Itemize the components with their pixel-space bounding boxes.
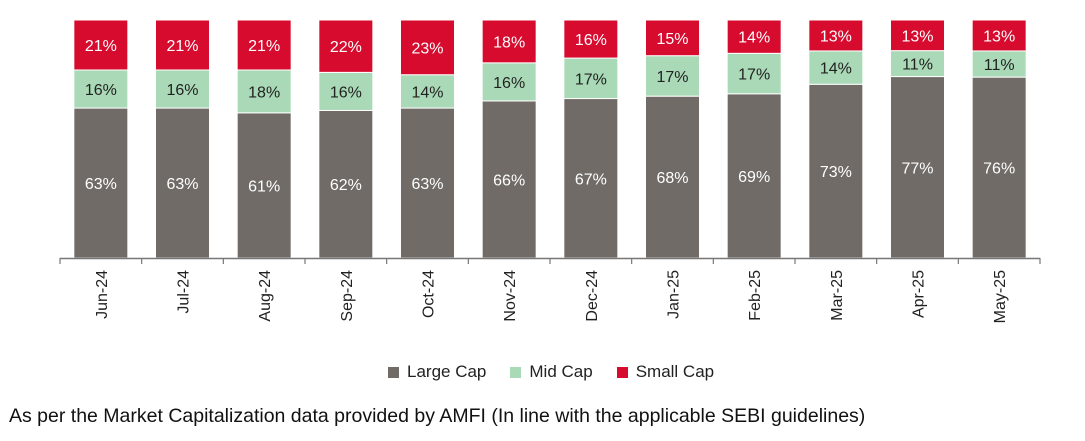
data-label-mid-cap: 11%	[984, 57, 1015, 74]
bar-segment-large-cap	[400, 107, 455, 259]
data-label-small-cap: 21%	[85, 38, 117, 55]
x-tick-label: Feb-25	[747, 270, 764, 321]
bar-segment-large-cap	[563, 98, 619, 259]
x-tick-label: Dec-24	[584, 270, 601, 322]
data-label-small-cap: 16%	[575, 32, 607, 49]
data-label-mid-cap: 17%	[738, 67, 770, 84]
data-label-large-cap: 66%	[493, 172, 525, 189]
data-label-small-cap: 14%	[738, 30, 770, 47]
bar-segment-mid-cap	[971, 50, 1027, 78]
data-label-large-cap: 63%	[411, 176, 443, 193]
data-label-large-cap: 69%	[738, 169, 770, 186]
bar-segment-mid-cap	[890, 50, 945, 78]
x-tick-label: Nov-24	[502, 270, 519, 322]
bar-segment-mid-cap	[481, 62, 537, 102]
data-label-small-cap: 13%	[820, 28, 852, 45]
bar-segment-small-cap	[808, 19, 864, 52]
data-label-small-cap: 23%	[411, 40, 443, 57]
x-tick-label: Jun-24	[94, 270, 111, 319]
data-label-mid-cap: 17%	[656, 69, 688, 86]
data-label-mid-cap: 18%	[248, 84, 280, 101]
x-tick-label: Oct-24	[421, 270, 438, 318]
data-label-mid-cap: 11%	[902, 57, 933, 74]
data-label-small-cap: 21%	[248, 38, 280, 55]
bar-segment-large-cap	[318, 109, 374, 259]
bar-segment-small-cap	[971, 19, 1027, 52]
bar-segment-mid-cap	[73, 69, 129, 109]
data-label-mid-cap: 16%	[493, 75, 525, 92]
chart-legend: Large Cap Mid Cap Small Cap	[388, 362, 714, 382]
data-label-mid-cap: 14%	[411, 84, 443, 101]
data-label-small-cap: 15%	[656, 31, 688, 48]
legend-swatch-mid-cap	[510, 366, 522, 378]
x-tick-label: Jan-25	[666, 270, 683, 319]
legend-label-large-cap: Large Cap	[407, 362, 487, 381]
data-label-large-cap: 63%	[85, 176, 117, 193]
data-label-mid-cap: 17%	[575, 71, 607, 88]
data-label-small-cap: 18%	[493, 34, 525, 51]
bar-segment-large-cap	[890, 76, 945, 259]
data-label-small-cap: 13%	[901, 28, 933, 45]
bar-segment-small-cap	[155, 19, 210, 71]
bar-segment-mid-cap	[318, 71, 374, 111]
data-label-large-cap: 73%	[820, 164, 852, 181]
bar-segment-mid-cap	[808, 50, 864, 85]
bar-segment-small-cap	[645, 19, 700, 57]
x-tick-label: Sep-24	[339, 270, 356, 322]
legend-label-small-cap: Small Cap	[635, 362, 715, 381]
x-tick-label: Aug-24	[257, 270, 274, 322]
bar-segment-mid-cap	[236, 69, 292, 114]
data-label-large-cap: 77%	[901, 160, 933, 177]
bar-segment-mid-cap	[400, 74, 455, 109]
data-label-large-cap: 62%	[330, 177, 362, 194]
bar-segment-large-cap	[73, 107, 129, 259]
bar-segment-mid-cap	[563, 57, 619, 100]
data-label-large-cap: 67%	[575, 171, 607, 188]
legend-item-large-cap: Large Cap	[388, 362, 486, 382]
x-tick-label: Jul-24	[176, 270, 193, 314]
data-label-mid-cap: 14%	[820, 61, 852, 78]
data-label-mid-cap: 16%	[330, 84, 362, 101]
data-label-mid-cap: 16%	[85, 82, 117, 99]
bar-segment-small-cap	[400, 19, 455, 76]
legend-swatch-small-cap	[616, 366, 628, 378]
data-label-small-cap: 22%	[330, 39, 362, 56]
bar-segment-small-cap	[481, 19, 537, 64]
bar-segment-small-cap	[73, 19, 129, 71]
legend-swatch-large-cap	[388, 366, 399, 378]
bar-segment-large-cap	[645, 95, 700, 259]
x-tick-label: May-25	[992, 270, 1009, 323]
bar-segment-mid-cap	[726, 52, 782, 95]
x-tick-label: Mar-25	[829, 270, 846, 321]
legend-item-mid-cap: Mid Cap	[510, 362, 593, 382]
data-label-small-cap: 21%	[166, 38, 198, 55]
data-label-large-cap: 61%	[248, 178, 280, 195]
x-tick-label: Apr-25	[911, 270, 928, 318]
bar-segment-small-cap	[726, 19, 782, 54]
data-label-large-cap: 76%	[983, 161, 1015, 178]
data-label-large-cap: 68%	[656, 170, 688, 187]
footnote: As per the Market Capitalization data pr…	[9, 405, 866, 427]
legend-label-mid-cap: Mid Cap	[529, 362, 593, 381]
bar-segment-small-cap	[890, 19, 945, 52]
data-label-small-cap: 13%	[983, 28, 1015, 45]
legend-item-small-cap: Small Cap	[616, 362, 715, 382]
bar-segment-mid-cap	[155, 69, 210, 109]
data-label-mid-cap: 16%	[166, 82, 198, 99]
bar-segment-small-cap	[563, 19, 619, 59]
bar-segment-large-cap	[236, 112, 292, 259]
bar-segment-small-cap	[318, 19, 374, 73]
bar-segment-large-cap	[481, 100, 537, 259]
bar-segment-large-cap	[808, 83, 864, 259]
bar-segment-mid-cap	[645, 55, 700, 97]
data-label-large-cap: 63%	[166, 176, 198, 193]
bar-segment-small-cap	[236, 19, 292, 71]
bar-segment-large-cap	[155, 107, 210, 259]
